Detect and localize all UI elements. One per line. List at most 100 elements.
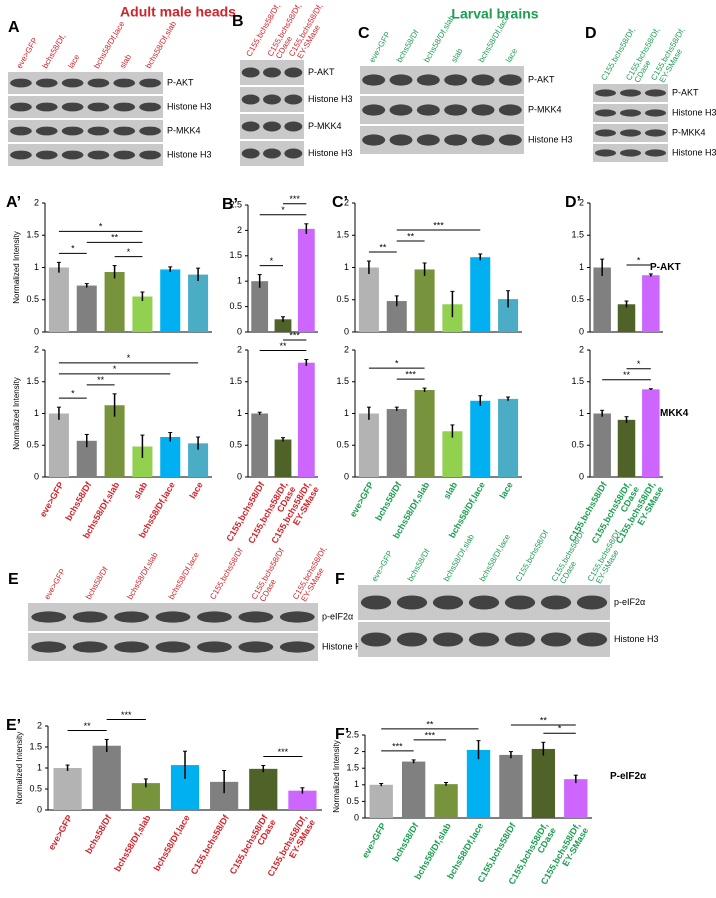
y-tick-label: 1.5 [346,763,359,773]
bar [531,748,556,818]
row-label: P-MKK4 [308,121,342,131]
blot-band [241,94,260,105]
x-tick-label: lace [497,480,514,500]
y-tick-label: 0 [237,471,242,481]
bar [593,267,611,332]
blot-band [645,109,666,117]
blot-band [396,632,428,647]
side-label: P-eIF2α [610,771,647,782]
blot-band [284,94,303,105]
blot-band [263,121,281,132]
blot-band [444,74,468,86]
blot-band [72,641,108,653]
y-tick-label: 1.5 [336,230,349,240]
y-tick-label: 0 [344,471,349,481]
row-label: Histone H3 [167,149,212,159]
blot-band [620,89,641,97]
blot-band [35,150,58,160]
bar [358,413,379,477]
blot-band [87,102,110,112]
side-label: P-AKT [650,262,681,273]
bar [92,745,121,810]
y-tick-label: 1 [237,276,242,286]
significance-label: ** [623,370,631,380]
significance-label: * [281,205,285,215]
significance-label: *** [289,330,300,340]
blot-band [114,641,149,653]
panel-label: B’ [222,196,238,213]
significance-label: ** [111,233,119,243]
y-tick-label: 1 [37,762,42,772]
bar [188,443,209,477]
panel-label: C [358,25,370,42]
blot-band [389,104,413,116]
lane-label: slab [449,46,464,64]
bar [48,413,69,477]
blot-band [360,632,392,647]
y-tick-label: 0.5 [26,440,39,450]
x-tick-label: eve>GFP [348,480,376,519]
x-tick-label: bchs58/Df [373,479,404,522]
panel-label: C’ [332,194,348,211]
row-label: P-AKT [308,67,335,77]
bar [132,296,153,332]
y-tick-label: 0.5 [336,440,349,450]
y-tick-label: 1.5 [229,376,242,386]
blot-band [10,150,32,160]
y-tick-label: 0 [34,471,39,481]
lane-label: lace [66,52,81,70]
blot-band [645,149,666,157]
significance-label: *** [433,220,444,230]
blot-band [576,595,608,610]
bar [48,267,69,332]
panel-label: B [232,13,244,30]
bar [564,779,588,818]
lane-label: eve>GFP [15,36,40,70]
row-label: Histone H3 [614,634,659,644]
blot-band [279,611,315,623]
blot-strip [360,96,524,124]
y-tick-label: 1.5 [29,741,42,751]
lane-label: bchs58/Df [395,28,421,64]
row-label: Histone H3 [672,147,716,157]
blot-band [432,595,464,610]
significance-label: * [127,247,131,257]
blot-band [595,149,616,157]
x-tick-label: slab [442,480,460,501]
y-tick-label: 0.5 [229,440,242,450]
bar [76,440,97,477]
blot-strip [8,144,163,166]
blot-band [10,102,32,112]
lane-label: C155,bchs58/Df CDase [250,546,294,605]
blot-band [238,641,274,653]
y-tick-label: 1 [34,408,39,418]
bar [131,783,160,810]
blot-band [139,150,161,160]
header-larval: Larval brains [451,6,538,22]
significance-label: ** [426,719,434,729]
significance-label: * [99,222,103,232]
y-tick-label: 0.5 [29,783,42,793]
y-tick-label: 1.5 [571,376,584,386]
lane-label: bchs58/Df,slab [144,19,179,70]
blot-band [279,641,315,653]
panel-label: D’ [565,194,581,211]
blot-band [35,78,58,88]
blot-band [284,121,303,132]
blot-strip [8,96,163,118]
row-label: p-eIF2α [322,611,353,621]
lane-label: eve>GFP [367,30,392,64]
blot-band [416,134,440,146]
y-axis-label: Normalized Intensity [12,377,21,449]
lane-label: bchs58/Df,lace [167,550,202,601]
blot-band [241,67,260,78]
x-tick-label: eve>GFP [46,813,74,852]
blot-band [263,67,281,78]
bar [499,754,523,818]
significance-label: * [395,358,399,368]
significance-label: ** [279,341,287,351]
significance-label: *** [278,747,289,757]
bar [160,436,181,477]
lane-label: bchs58/Df,slab [442,532,477,583]
blot-band [35,126,58,136]
